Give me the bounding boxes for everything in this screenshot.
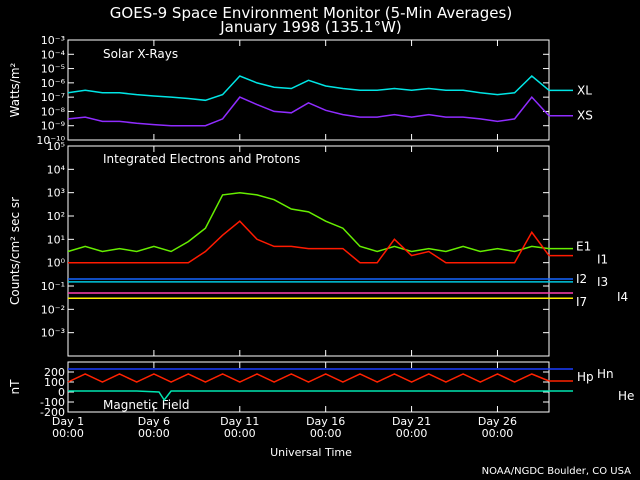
y-tick-label-2: 100 (44, 376, 65, 389)
x-axis-label: Universal Time (270, 446, 352, 459)
y-tick-label-0: 10⁻⁶ (41, 77, 66, 90)
y-tick-label-0: 10⁻¹⁰ (36, 134, 65, 147)
legend-label-xs: XS (577, 109, 593, 123)
series-line-he (68, 390, 549, 402)
y-tick-label-0: 10⁻⁷ (41, 91, 65, 104)
credit-text: NOAA/NGDC Boulder, CO USA (482, 466, 632, 477)
chart-title: GOES-9 Space Environment Monitor (5-Min … (110, 4, 512, 22)
y-tick-label-0: 10⁻⁸ (41, 105, 66, 118)
series-line-xs (67, 95, 550, 127)
x-tick-label: Day 6 (138, 415, 170, 428)
x-tick-label: Day 26 (478, 415, 517, 428)
legend-label-i1: I1 (597, 253, 608, 267)
x-tick-label: Day 21 (392, 415, 431, 428)
series-line-e1 (67, 191, 550, 253)
series-line-i1 (68, 220, 550, 264)
xray-ylabel: Watts/m² (8, 62, 22, 117)
x-tick-label: 00:00 (310, 427, 342, 440)
x-tick-label: Day 16 (306, 415, 345, 428)
y-tick-label-1: 10³ (47, 187, 65, 200)
y-tick-label-2: 0 (58, 386, 65, 399)
magnetic-ylabel: nT (8, 379, 22, 395)
plot-layer: 10⁻³10⁻⁴10⁻⁵10⁻⁶10⁻⁷10⁻⁸10⁻⁹10⁻¹⁰XLXS10⁵… (36, 34, 634, 440)
y-tick-label-2: -100 (40, 396, 65, 409)
y-tick-label-1: 10¹ (47, 233, 65, 246)
legend-label-xl: XL (577, 83, 592, 97)
y-tick-label-0: 10⁻⁹ (41, 120, 65, 133)
magnetic-panel-frame (67, 361, 550, 413)
x-tick-label: 00:00 (224, 427, 256, 440)
series-line-xl (67, 74, 550, 102)
legend-label-he: He (618, 389, 634, 403)
chart-subtitle: January 1998 (135.1°W) (219, 18, 402, 36)
x-tick-label: 00:00 (52, 427, 84, 440)
y-tick-label-1: 10⁻¹ (41, 280, 65, 293)
series-line-hp (67, 373, 550, 383)
legend-label-i4: I4 (617, 290, 628, 304)
xray-panel-title: Solar X-Rays (103, 47, 178, 61)
particle-ylabel: Counts/cm² sec sr (8, 197, 22, 305)
y-tick-label-1: 10⁰ (47, 257, 66, 270)
particle-panel-title: Integrated Electrons and Protons (103, 152, 300, 166)
x-tick-label: 00:00 (138, 427, 170, 440)
legend-label-e1: E1 (576, 240, 591, 254)
legend-label-hp: Hp (577, 370, 594, 384)
y-tick-label-1: 10⁻³ (41, 327, 65, 340)
x-tick-label: 00:00 (482, 427, 514, 440)
x-tick-label: 00:00 (396, 427, 428, 440)
y-tick-label-0: 10⁻⁴ (41, 48, 66, 61)
y-tick-label-1: 10⁻² (41, 303, 65, 316)
y-tick-label-0: 10⁻³ (41, 34, 65, 47)
y-tick-label-0: 10⁻⁵ (41, 63, 65, 76)
legend-label-i7: I7 (576, 295, 587, 309)
x-tick-label: Day 1 (52, 415, 84, 428)
legend-label-hn: Hn (597, 367, 614, 381)
y-tick-label-2: 200 (44, 366, 65, 379)
y-tick-label-1: 10⁴ (47, 163, 66, 176)
legend-label-i2: I2 (576, 272, 587, 286)
y-tick-label-1: 10⁵ (47, 140, 65, 153)
y-tick-label-2: -200 (40, 406, 65, 419)
legend-label-i3: I3 (597, 275, 608, 289)
magnetic-panel-title: Magnetic Field (103, 398, 189, 412)
y-tick-label-1: 10² (47, 210, 65, 223)
x-tick-label: Day 11 (220, 415, 259, 428)
